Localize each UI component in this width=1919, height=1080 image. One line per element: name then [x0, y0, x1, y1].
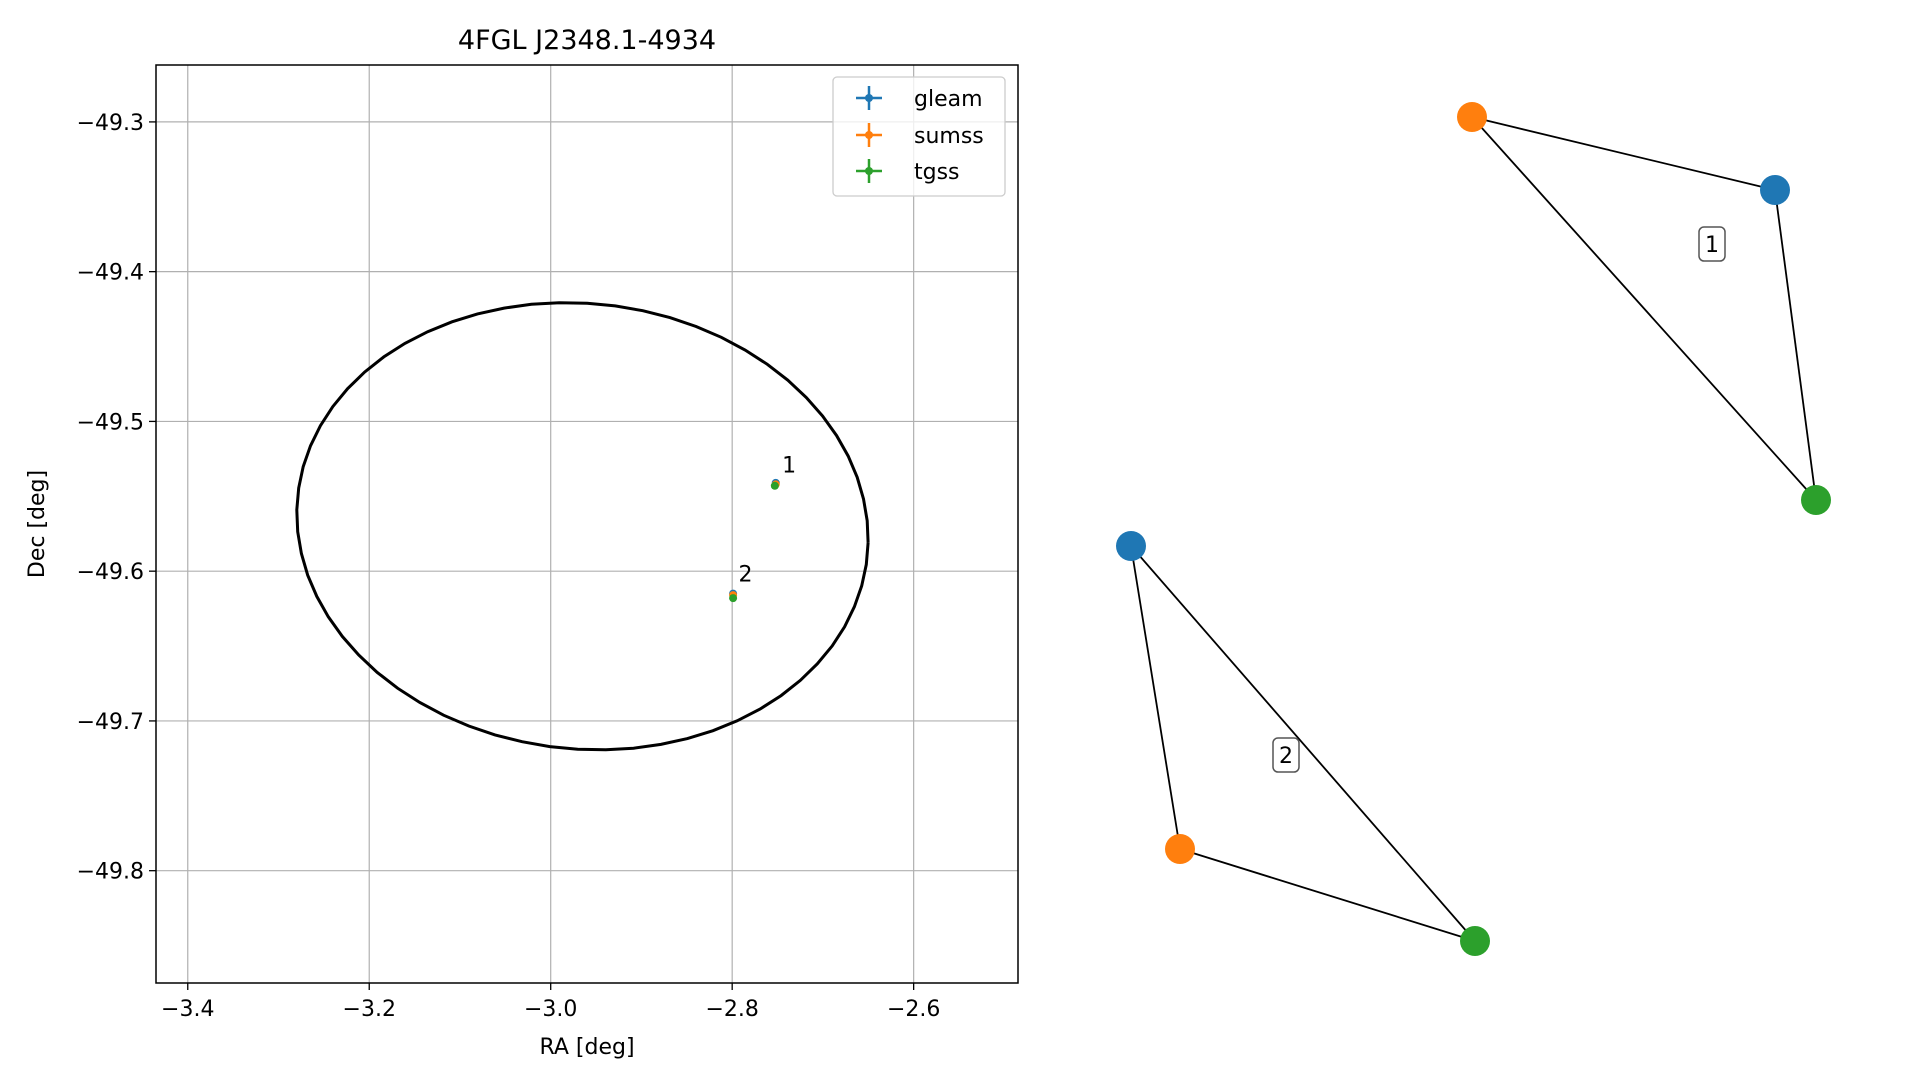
- graph-edge-2-gleam-sumss: [1130, 545, 1181, 850]
- annotations: 12: [739, 453, 797, 587]
- legend: gleam sumss tgss: [832, 76, 1006, 197]
- graph-group-label-1: 1: [1698, 226, 1726, 262]
- y-tick-label: −49.3: [77, 111, 144, 136]
- grid: [156, 65, 1018, 983]
- graph-edge-2-gleam-tgss: [1130, 545, 1476, 942]
- graph-label-box: [1698, 226, 1726, 262]
- graph-group-label-2: 2: [1272, 737, 1300, 773]
- graph-label-text: 1: [1705, 233, 1719, 258]
- legend-entry-sumss: sumss: [856, 123, 984, 149]
- graph-node-1-gleam: [1760, 175, 1790, 205]
- graph-label-box: [1272, 737, 1300, 773]
- graph-group-labels: 12: [1272, 226, 1726, 773]
- chart-title: 4FGL J2348.1-4934: [458, 25, 716, 56]
- y-tick-label: −49.4: [77, 261, 144, 286]
- legend-entry-gleam: gleam: [856, 86, 983, 112]
- axes-frame: [155, 64, 1019, 984]
- graph-label-text: 2: [1279, 744, 1293, 769]
- x-tick-label: −3.2: [343, 997, 396, 1022]
- legend-label-sumss: sumss: [914, 124, 984, 149]
- graph-edge-2-sumss-tgss: [1179, 848, 1476, 942]
- uncertainty-ellipse-group: [295, 301, 870, 752]
- graph-node-2-sumss: [1165, 834, 1195, 864]
- uncertainty-ellipse: [295, 301, 870, 752]
- y-tick-label: −49.5: [77, 410, 144, 435]
- scatter-panel: 12 −3.4 −3.2 −3.0 −2.8 −2.6 −49.3−49.4−49.5−…: [25, 25, 1019, 1060]
- point-tgss-1: [770, 481, 779, 490]
- point-tgss-2: [729, 594, 738, 603]
- graph-node-1-tgss: [1801, 485, 1831, 515]
- x-tick-label: −3.4: [161, 997, 214, 1022]
- graph-edge-1-gleam-tgss: [1774, 189, 1817, 501]
- graph-edge-1-sumss-tgss: [1471, 116, 1817, 501]
- graph-node-2-gleam: [1116, 531, 1146, 561]
- legend-label-gleam: gleam: [914, 87, 983, 112]
- x-tick-label: −3.0: [524, 997, 577, 1022]
- legend-entry-tgss: tgss: [856, 159, 960, 185]
- graph-node-1-sumss: [1457, 102, 1487, 132]
- x-tick-label: −2.6: [887, 997, 940, 1022]
- y-axis-label: Dec [deg]: [25, 470, 50, 578]
- x-ticks: −3.4 −3.2 −3.0 −2.8 −2.6: [161, 983, 940, 1022]
- y-tick-label: −49.6: [77, 560, 144, 585]
- y-tick-label: −49.7: [77, 710, 144, 735]
- annotation-label-1: 1: [782, 453, 796, 478]
- x-axis-label: RA [deg]: [539, 1035, 634, 1060]
- legend-label-tgss: tgss: [914, 160, 960, 185]
- graph-edges: [1130, 116, 1817, 942]
- legend-box: [832, 76, 1006, 197]
- x-tick-label: −2.8: [705, 997, 758, 1022]
- network-graph-panel: 12: [1116, 102, 1831, 956]
- graph-nodes: [1116, 102, 1831, 956]
- graph-node-2-tgss: [1460, 926, 1490, 956]
- annotation-label-2: 2: [739, 563, 753, 588]
- y-tick-label: −49.8: [77, 860, 144, 885]
- y-ticks: −49.3 −49.4 −49.5 −49.6 −49.7 −49.8: [77, 111, 156, 885]
- data-points: [729, 478, 780, 603]
- graph-edge-1-sumss-gleam: [1471, 116, 1776, 191]
